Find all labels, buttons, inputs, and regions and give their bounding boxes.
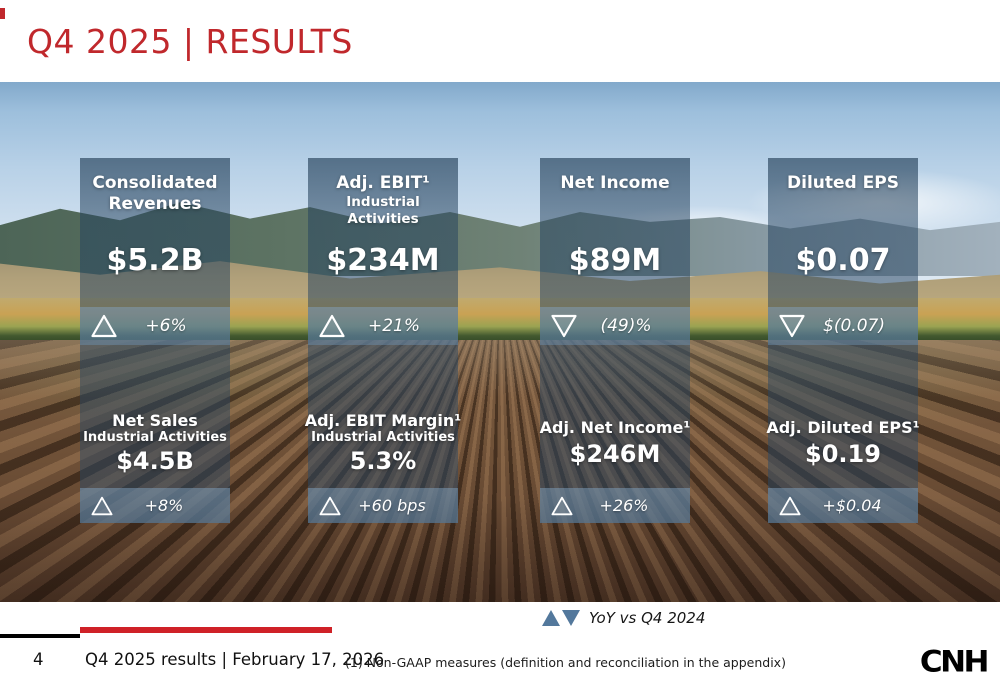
- metric-value: $234M: [326, 242, 440, 278]
- metric-card-top: Net Income: [545, 173, 685, 194]
- metric-subtitle: Industrial Activities: [83, 429, 227, 445]
- metric-delta-value: +60 bps: [358, 496, 426, 515]
- down-triangle-icon: [562, 610, 580, 626]
- metric-subtitle: Industrial Activities: [311, 429, 455, 445]
- top-left-accent-dash: [0, 8, 5, 19]
- legend-label: YoY vs Q4 2024: [589, 609, 706, 627]
- footer-text: Q4 2025 results | February 17, 2026: [85, 650, 385, 669]
- metric-value: $0.07: [795, 242, 891, 278]
- delta-triangle-icon: [779, 314, 805, 338]
- footer-black-bar: [0, 634, 80, 638]
- metric-card-bottom: Adj. Net Income¹ $246M: [539, 398, 691, 488]
- metric-value: $0.19: [805, 439, 881, 468]
- footnote: (1) Non-GAAP measures (definition and re…: [345, 655, 786, 670]
- footer-red-bar: [80, 627, 332, 633]
- delta-triangle-icon: [551, 314, 577, 338]
- metric-value: $4.5B: [116, 447, 194, 476]
- metric-subtitle: Industrial Activities: [346, 194, 420, 228]
- metric-delta-value: +21%: [367, 316, 421, 336]
- metric-title: Adj. Diluted EPS¹: [766, 418, 920, 438]
- up-triangle-icon: [542, 610, 560, 626]
- metric-delta-row: +21%: [308, 307, 458, 345]
- metric-value: 5.3%: [349, 447, 417, 476]
- metric-title: Consolidated Revenues: [92, 173, 218, 215]
- metric-card-bottom: Adj. Diluted EPS¹ $0.19: [766, 398, 920, 488]
- metric-title: Adj. EBIT Margin¹: [304, 410, 462, 430]
- cnh-logo: CNH: [919, 644, 990, 680]
- metric-delta-row: +8%: [80, 488, 230, 523]
- metric-delta-value: +$0.04: [822, 496, 882, 515]
- metric-card-top: Consolidated Revenues: [85, 173, 225, 216]
- delta-triangle-icon: [551, 496, 573, 515]
- metric-delta-value: +6%: [145, 316, 187, 336]
- metric-delta-row: $(0.07): [768, 307, 918, 345]
- metric-value: $89M: [568, 242, 662, 278]
- delta-triangle-icon: [779, 496, 801, 515]
- metric-column-3: Net Income $89M (49)% Adj. Net Income¹ $…: [540, 158, 690, 523]
- background-photo: Consolidated Revenues $5.2B +6% Net Sale…: [0, 82, 1000, 602]
- metric-card-bottom: Net Sales Industrial Activities $4.5B: [80, 398, 230, 488]
- metric-card-top: Adj. EBIT¹ Industrial Activities: [313, 173, 453, 228]
- delta-triangle-icon: [319, 314, 345, 338]
- metric-title: Net Sales: [112, 410, 198, 430]
- metric-delta-row: +60 bps: [308, 488, 458, 523]
- metric-title: Adj. EBIT¹: [336, 173, 430, 193]
- metric-value: $246M: [569, 439, 661, 468]
- page-number: 4: [33, 650, 44, 669]
- metric-card-top: Diluted EPS: [773, 173, 913, 194]
- metric-delta-value: +8%: [144, 496, 184, 515]
- legend: YoY vs Q4 2024: [542, 609, 705, 627]
- metric-delta-row: (49)%: [540, 307, 690, 345]
- delta-triangle-icon: [91, 496, 113, 515]
- metric-delta-row: +26%: [540, 488, 690, 523]
- metric-delta-value: +26%: [599, 496, 649, 515]
- delta-triangle-icon: [319, 496, 341, 515]
- delta-triangle-icon: [91, 314, 117, 338]
- metric-title: Diluted EPS: [787, 173, 899, 193]
- metric-delta-value: $(0.07): [823, 316, 885, 336]
- metric-delta-value: (49)%: [600, 316, 652, 336]
- metric-column-2: Adj. EBIT¹ Industrial Activities $234M +…: [304, 158, 462, 523]
- metric-title: Adj. Net Income¹: [539, 418, 691, 438]
- metric-delta-row: +$0.04: [768, 488, 918, 523]
- metric-card-bottom: Adj. EBIT Margin¹ Industrial Activities …: [304, 398, 462, 488]
- metric-column-1: Consolidated Revenues $5.2B +6% Net Sale…: [80, 158, 230, 523]
- metric-column-4: Diluted EPS $0.07 $(0.07) Adj. Diluted E…: [766, 158, 920, 523]
- slide-title: Q4 2025 | RESULTS: [27, 22, 353, 61]
- metric-value: $5.2B: [106, 242, 204, 278]
- metric-delta-row: +6%: [80, 307, 230, 345]
- metric-title: Net Income: [560, 173, 670, 193]
